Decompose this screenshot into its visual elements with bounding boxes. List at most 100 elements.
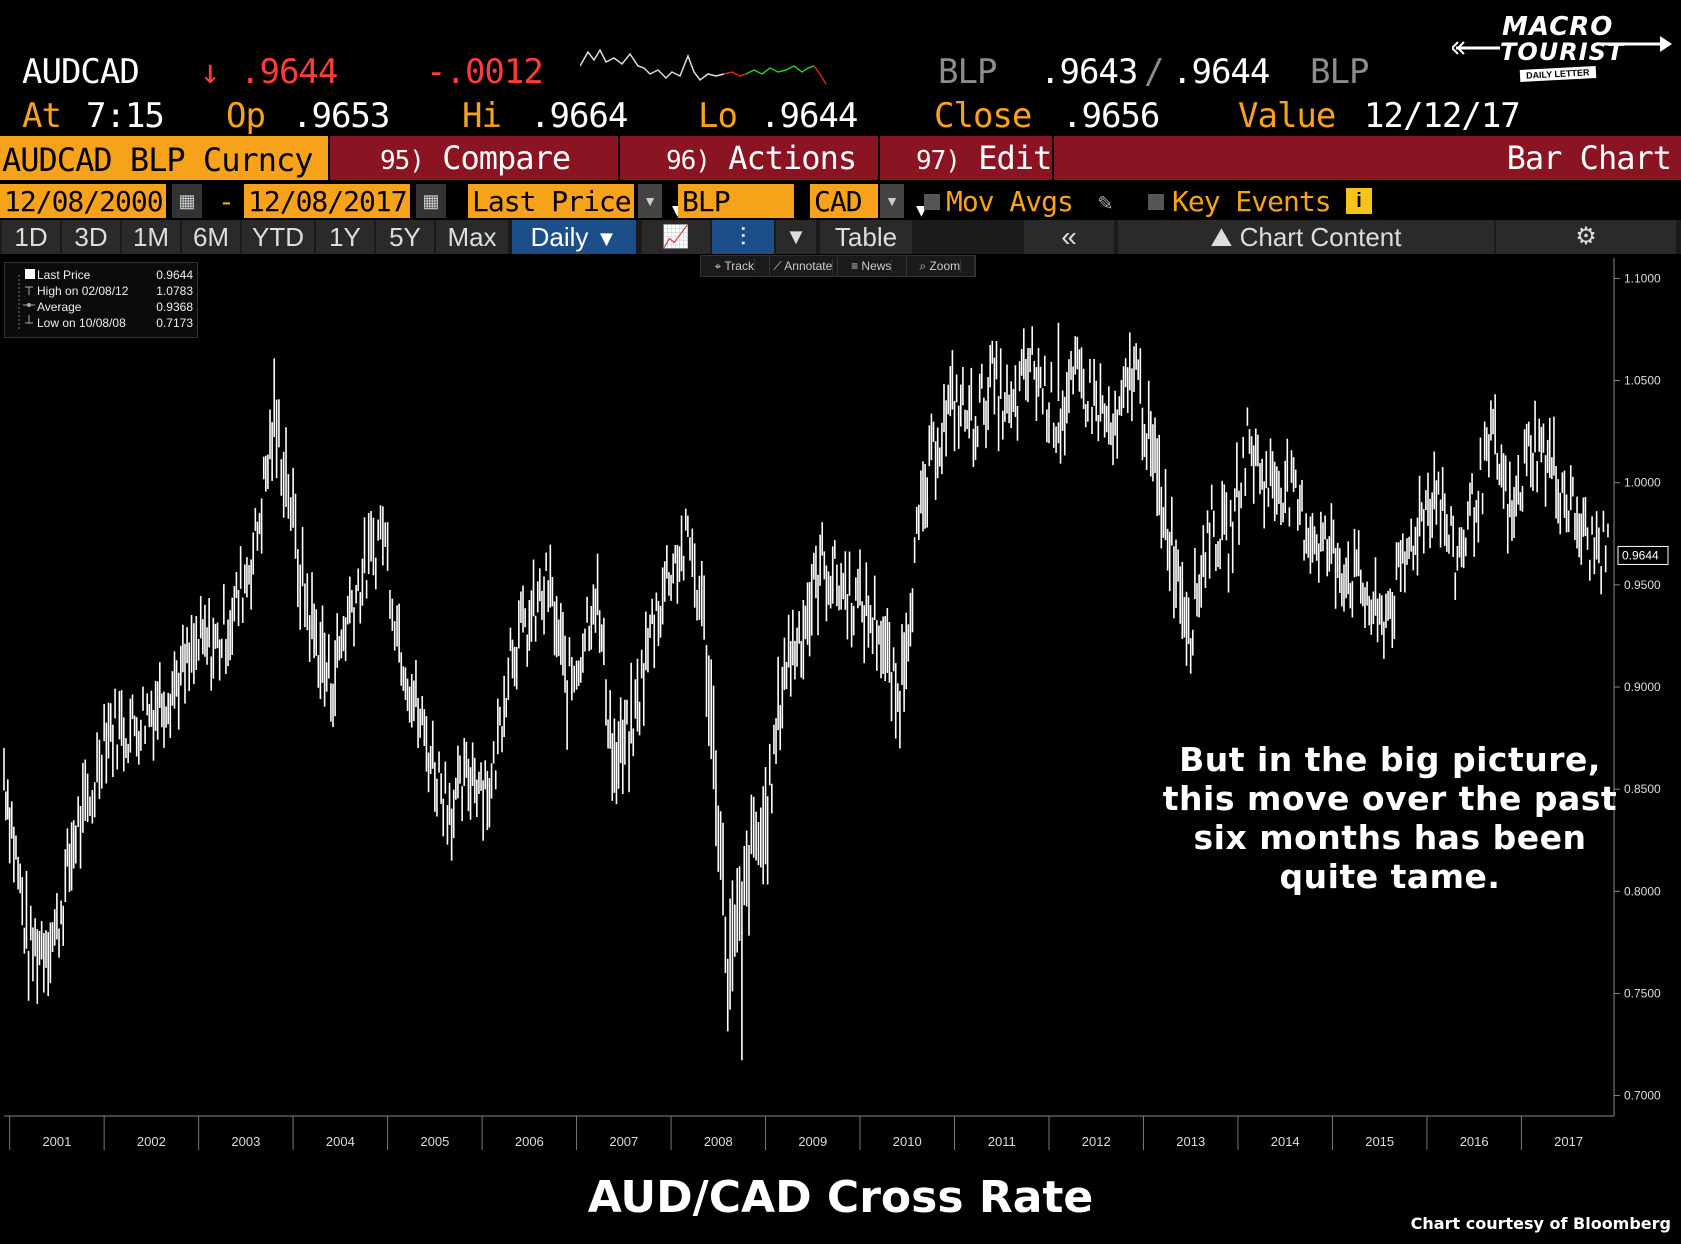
x-tick-label: 2012 <box>1082 1134 1111 1149</box>
chart-annotation: But in the big picture, this move over t… <box>1162 740 1618 896</box>
legend-markers <box>18 269 35 329</box>
y-tick-label: 1.0500 <box>1624 374 1661 388</box>
start-date-input[interactable]: 12/08/2000 <box>0 184 166 218</box>
close-price: .9656 <box>1062 96 1160 136</box>
period-ytd[interactable]: YTD <box>242 220 314 254</box>
date-range-dash: - <box>218 185 235 218</box>
x-tick-label: 2009 <box>798 1134 827 1149</box>
ask-source: BLP <box>1310 52 1369 92</box>
chart-type-label: Bar Chart <box>1054 136 1681 180</box>
gear-icon[interactable]: ⚙ <box>1496 220 1676 254</box>
period-5y[interactable]: 5Y <box>376 220 434 254</box>
chevron-down-icon[interactable]: ▼ <box>880 184 904 218</box>
y-tick-label: 0.9500 <box>1624 578 1661 592</box>
price-chart[interactable]: 1.1000 1.0500 1.0000 0.9500 0.9000 0.8500 0.80… <box>0 258 1681 1170</box>
period-1d[interactable]: 1D <box>2 220 60 254</box>
calendar-icon[interactable]: ▦ <box>416 184 446 218</box>
arrow-logo-icon <box>1452 36 1672 55</box>
y-tick-label: 1.1000 <box>1624 271 1661 285</box>
source-input[interactable]: BLP <box>678 184 794 218</box>
x-tick-label: 2015 <box>1365 1134 1394 1149</box>
y-tick-label: 0.7000 <box>1624 1089 1661 1103</box>
net-change: -.0012 <box>426 52 544 92</box>
mov-avgs-checkbox[interactable] <box>924 194 940 210</box>
open-price: .9653 <box>292 96 390 136</box>
bid-price: .9643 <box>1040 52 1138 92</box>
period-3d[interactable]: 3D <box>62 220 120 254</box>
chart-tools: ⌖ Track ⟋ Annotate ≡ News ⌕ Zoom <box>700 255 976 277</box>
chevron-down-icon: ▼ <box>672 200 683 221</box>
pencil-icon[interactable]: ✎ <box>1098 188 1112 216</box>
last-price-tag-label: 0.9644 <box>1622 548 1659 562</box>
calendar-icon[interactable]: ▦ <box>172 184 202 218</box>
info-icon[interactable]: i <box>1346 188 1372 214</box>
chart-content-icon: ⛰ <box>1210 222 1233 252</box>
frequency-select[interactable]: Daily ▼ <box>512 220 636 254</box>
field-select[interactable]: Last Price <box>468 184 634 218</box>
at-label: At <box>22 96 62 136</box>
collapse-icon[interactable]: « <box>1024 220 1114 254</box>
bid-source: BLP <box>938 52 997 92</box>
security-toolbar: AUDCAD BLP Curncy 95) Compare 96) Action… <box>0 136 1681 221</box>
news-tool[interactable]: ≡ News <box>838 256 907 276</box>
period-1m[interactable]: 1M <box>122 220 180 254</box>
period-1y[interactable]: 1Y <box>316 220 374 254</box>
x-tick-label: 2014 <box>1271 1134 1300 1149</box>
compare-button[interactable]: 95) Compare <box>330 136 618 180</box>
range-toolbar: 12/08/2000 ▦ - 12/08/2017 ▦ Last Price ▼… <box>0 182 1681 218</box>
at-time: 7:15 <box>86 96 165 136</box>
x-tick-label: 2017 <box>1554 1134 1583 1149</box>
mov-avgs-label: Mov Avgs <box>946 185 1074 218</box>
chart-content-button[interactable]: ⛰ Chart Content <box>1118 220 1494 254</box>
legend-last-price: Last Price 0.9644 <box>37 268 193 282</box>
period-toolbar: 1D 3D 1M 6M YTD 1Y 5Y Max Daily ▼ 📈 ⫶ ▼ … <box>0 220 1681 254</box>
chevron-down-icon[interactable]: ▼ <box>776 220 816 254</box>
chevron-down-icon: ▼ <box>595 226 618 251</box>
legend-low: Low on 10/08/08 0.7173 <box>37 316 193 330</box>
track-tool[interactable]: ⌖ Track <box>701 256 770 276</box>
chart-credit: Chart courtesy of Bloomberg <box>1410 1214 1671 1233</box>
y-tick-label: 0.8000 <box>1624 884 1661 898</box>
last-price-tag <box>1617 545 1669 565</box>
x-tick-label: 2003 <box>231 1134 260 1149</box>
bid-ask-separator: / <box>1144 52 1165 92</box>
open-label: Op <box>226 96 266 136</box>
key-events-label: Key Events <box>1172 185 1332 218</box>
table-button[interactable]: Table <box>820 220 912 254</box>
low-label: Lo <box>698 96 738 136</box>
key-events-checkbox[interactable] <box>1148 194 1164 210</box>
close-label: Close <box>934 96 1032 136</box>
annotate-tool[interactable]: ⟋ Annotate <box>770 256 838 276</box>
chart-legend: Last Price 0.9644 High on 02/08/12 1.0783 … <box>4 262 198 338</box>
end-date-input[interactable]: 12/08/2017 <box>244 184 410 218</box>
y-tick-label: 0.8500 <box>1624 782 1661 796</box>
edit-button[interactable]: 97) Edit ▼ <box>880 136 1052 221</box>
x-tick-label: 2006 <box>515 1134 544 1149</box>
zoom-tool[interactable]: ⌕ Zoom <box>907 256 975 276</box>
chart-title: AUD/CAD Cross Rate <box>587 1172 1094 1223</box>
y-tick-label: 0.9000 <box>1624 680 1661 694</box>
high-price: .9664 <box>530 96 628 136</box>
line-chart-icon[interactable]: 📈 <box>642 220 710 254</box>
intraday-sparkline <box>580 48 827 85</box>
logo-line-1: MACRO <box>1502 12 1614 42</box>
ask-price: .9644 <box>1172 52 1270 92</box>
x-tick-label: 2005 <box>420 1134 449 1149</box>
y-tick-label: 1.0000 <box>1624 476 1661 490</box>
security-field[interactable]: AUDCAD BLP Curncy <box>0 136 328 180</box>
bar-chart-icon[interactable]: ⫶ <box>712 220 774 254</box>
ticker: AUDCAD <box>22 52 140 92</box>
period-max[interactable]: Max <box>436 220 508 254</box>
legend-high: High on 02/08/12 1.0783 <box>37 284 193 298</box>
x-tick-label: 2008 <box>704 1134 733 1149</box>
high-label: Hi <box>462 96 502 136</box>
x-tick-label: 2004 <box>326 1134 355 1149</box>
chevron-down-icon: ▼ <box>916 200 927 221</box>
chevron-down-icon[interactable]: ▼ <box>638 184 662 218</box>
down-arrow-icon: ↓ <box>200 52 221 92</box>
currency-input[interactable]: CAD <box>810 184 878 218</box>
logo-tag: DAILY LETTER <box>1519 66 1596 82</box>
actions-button[interactable]: 96) Actions ▼ <box>620 136 878 221</box>
x-tick-label: 2016 <box>1460 1134 1489 1149</box>
period-6m[interactable]: 6M <box>182 220 240 254</box>
